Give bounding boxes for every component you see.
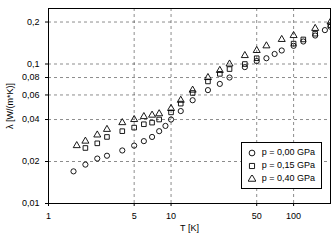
svg-text:5: 5 [132, 211, 137, 221]
svg-text:0,02: 0,02 [22, 156, 40, 166]
svg-text:0,06: 0,06 [22, 90, 40, 100]
svg-text:10: 10 [166, 211, 176, 221]
html-text:p = 0,00 GPa: p = 0,00 GPa [261, 147, 315, 157]
html-text:p = 0,40 GPa: p = 0,40 GPa [261, 173, 315, 183]
svg-text:0,1: 0,1 [27, 59, 40, 69]
svg-text:0,2: 0,2 [27, 17, 40, 27]
svg-text:λ [W/(m*K)]: λ [W/(m*K)] [5, 83, 15, 129]
svg-text:50: 50 [252, 211, 262, 221]
svg-text:0,08: 0,08 [22, 72, 40, 82]
svg-text:100: 100 [286, 211, 301, 221]
svg-text:0,01: 0,01 [22, 198, 40, 208]
html-text:p = 0,15 GPa: p = 0,15 GPa [261, 160, 315, 170]
svg-text:1: 1 [46, 211, 51, 221]
svg-text:T [K]: T [K] [180, 223, 199, 233]
svg-text:0,04: 0,04 [22, 114, 40, 124]
